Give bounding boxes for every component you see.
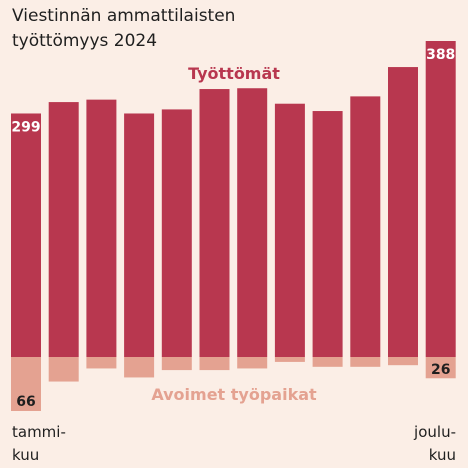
bar-unemployed-5 bbox=[161, 109, 192, 357]
data-label-unemployed-first: 299 bbox=[11, 119, 40, 135]
bar-unemployed-9 bbox=[312, 111, 343, 358]
chart-title: Viestinnän ammattilaisten työttömyys 202… bbox=[12, 6, 235, 51]
bar-unemployed-3 bbox=[86, 99, 117, 358]
tick-first-line-1: tammi- bbox=[12, 423, 66, 441]
data-label-vacancies-first: 66 bbox=[16, 394, 35, 410]
chart-title-line-1: Viestinnän ammattilaisten bbox=[12, 6, 235, 26]
tick-first-line-2: kuu bbox=[12, 446, 39, 464]
unemployed-bars bbox=[11, 41, 456, 358]
bar-vacancies-2 bbox=[48, 357, 79, 382]
bar-vacancies-11 bbox=[388, 357, 418, 366]
bar-vacancies-7 bbox=[237, 357, 268, 369]
data-labels: 299 388 66 26 bbox=[11, 47, 455, 410]
bar-unemployed-4 bbox=[124, 113, 155, 358]
bar-unemployed-10 bbox=[350, 96, 381, 358]
chart-title-line-2: työttömyys 2024 bbox=[12, 31, 157, 51]
data-label-vacancies-last: 26 bbox=[431, 362, 450, 378]
bar-vacancies-9 bbox=[312, 357, 343, 367]
series-label-vacancies: Avoimet työpaikat bbox=[151, 385, 317, 404]
bar-vacancies-5 bbox=[161, 357, 192, 371]
data-label-unemployed-last: 388 bbox=[426, 47, 455, 63]
bar-unemployed-11 bbox=[388, 67, 418, 357]
bar-vacancies-6 bbox=[199, 357, 230, 371]
tick-last-line-1: joulu- bbox=[413, 423, 456, 441]
bar-vacancies-1 bbox=[11, 357, 41, 411]
bar-unemployed-6 bbox=[199, 89, 230, 357]
bar-vacancies-3 bbox=[86, 357, 117, 369]
bar-unemployed-7 bbox=[237, 88, 268, 357]
vacancy-bars bbox=[11, 357, 456, 411]
series-label-unemployed: Työttömät bbox=[188, 64, 280, 83]
bar-unemployed-2 bbox=[48, 102, 79, 357]
x-axis-tick-labels: tammi-kuu joulu-kuu bbox=[12, 423, 456, 464]
bar-vacancies-12 bbox=[425, 357, 456, 379]
tick-last-line-2: kuu bbox=[429, 446, 456, 464]
bar-unemployed-8 bbox=[274, 103, 305, 358]
bar-vacancies-4 bbox=[124, 357, 155, 378]
bar-vacancies-10 bbox=[350, 357, 381, 367]
bar-unemployed-1 bbox=[11, 113, 41, 358]
bar-vacancies-8 bbox=[274, 357, 305, 362]
bar-unemployed-12 bbox=[425, 41, 456, 357]
